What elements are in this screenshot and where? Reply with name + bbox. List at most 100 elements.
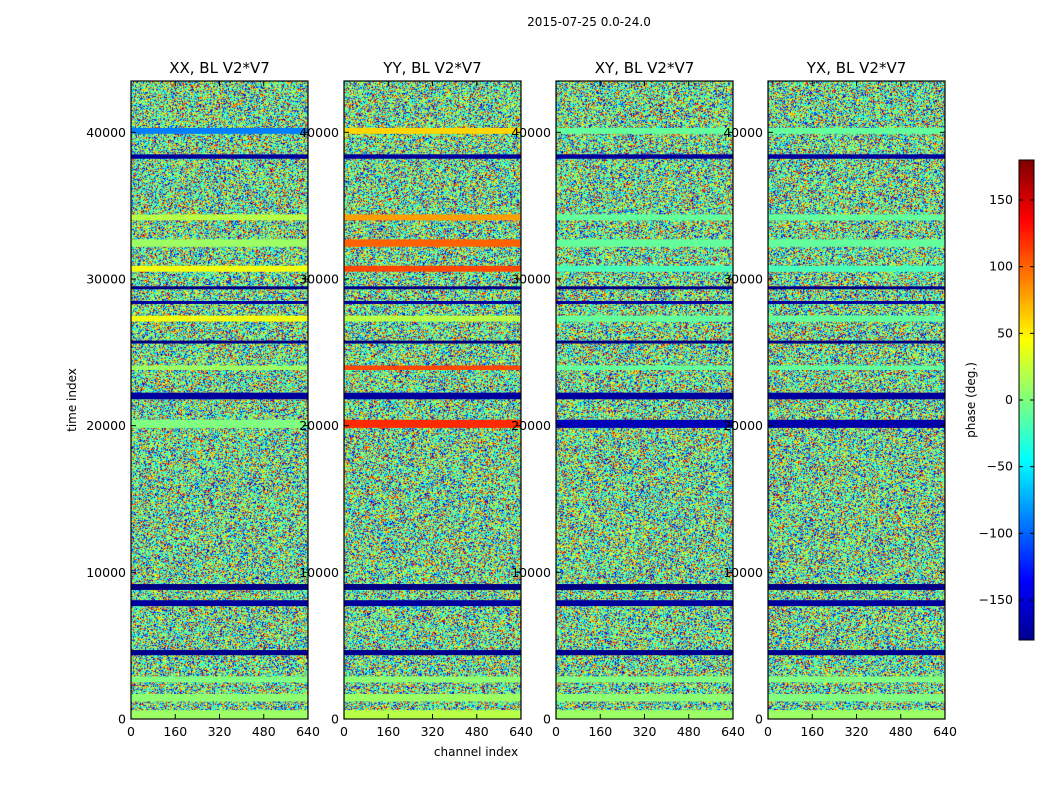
heatmap-band (344, 584, 521, 590)
heatmap-band (131, 265, 308, 272)
y-tick-label: 30000 (299, 272, 339, 287)
heatmap-band (131, 239, 308, 247)
x-axis-label: channel index (434, 745, 518, 759)
heatmap-band (768, 127, 945, 134)
heatmap-band (556, 600, 733, 607)
heatmap-band (768, 214, 945, 221)
panel-title: YX, BL V2*V7 (806, 59, 907, 77)
heatmap-band (556, 419, 733, 428)
colorbar-tick-label: 0 (1005, 392, 1013, 407)
x-tick-label: 640 (721, 724, 745, 739)
x-tick-label: 480 (252, 724, 276, 739)
heatmap-band (556, 265, 733, 272)
y-tick-label: 20000 (86, 418, 126, 433)
heatmap-band (556, 127, 733, 134)
heatmap-panel-yx: YX, BL V2*V7 0 160 320 480 640 0 10000 20000 3000… (723, 59, 957, 739)
heatmap-band (131, 315, 308, 322)
heatmap-band (556, 301, 733, 304)
y-tick-label: 20000 (511, 418, 551, 433)
heatmap-band (344, 694, 521, 702)
colorbar-tick-label: 50 (997, 325, 1013, 340)
y-tick-label: 30000 (511, 272, 551, 287)
heatmap-band (556, 392, 733, 400)
heatmap-band (131, 392, 308, 400)
y-tick-label: 30000 (86, 272, 126, 287)
heatmap-band (344, 154, 521, 159)
y-tick-label: 30000 (723, 272, 763, 287)
x-tick-label: 0 (764, 724, 772, 739)
heatmap-band (556, 214, 733, 221)
heatmap-band (131, 286, 308, 290)
colorbar-tick-label: 150 (989, 192, 1013, 207)
x-tick-label: 0 (552, 724, 560, 739)
heatmap-band (768, 392, 945, 400)
y-tick-label: 0 (331, 712, 339, 727)
heatmap-band (768, 239, 945, 247)
heatmap-noise (344, 81, 521, 719)
heatmap-noise (556, 81, 733, 719)
heatmap-band (768, 286, 945, 290)
heatmap-noise (131, 81, 308, 719)
colorbar-label: phase (deg.) (964, 362, 978, 438)
heatmap-band (131, 365, 308, 370)
heatmap-band (768, 154, 945, 159)
heatmap-band (556, 365, 733, 370)
x-tick-label: 320 (421, 724, 445, 739)
y-tick-label: 40000 (723, 125, 763, 140)
heatmap-band (344, 239, 521, 247)
heatmap-band (768, 265, 945, 272)
heatmap-band (131, 584, 308, 590)
colorbar-tick-label: −50 (987, 459, 1013, 474)
y-tick-label: 40000 (511, 125, 551, 140)
y-tick-label: 10000 (86, 565, 126, 580)
heatmap-panels: XX, BL V2*V7 0 160 320 480 640 0 10000 20000 3000… (86, 59, 957, 739)
heatmap-band (768, 315, 945, 322)
heatmap-band (556, 694, 733, 702)
x-tick-label: 160 (588, 724, 612, 739)
y-tick-label: 20000 (299, 418, 339, 433)
heatmap-panel-xx: XX, BL V2*V7 0 160 320 480 640 0 10000 20000 3000… (86, 59, 320, 739)
heatmap-band (344, 419, 521, 428)
heatmap-band (768, 676, 945, 683)
colorbar-tick-label: 100 (989, 259, 1013, 274)
heatmap-band (131, 340, 308, 344)
heatmap-band (556, 239, 733, 247)
heatmap-band (344, 600, 521, 607)
heatmap-band (344, 315, 521, 322)
y-tick-label: 10000 (723, 565, 763, 580)
heatmap-band (131, 214, 308, 221)
heatmap-band (556, 584, 733, 590)
heatmap-band (131, 419, 308, 428)
heatmap-band (344, 214, 521, 221)
heatmap-band (344, 340, 521, 344)
colorbar: phase (deg.) 150 100 50 0 −50 −100 −150 (964, 159, 1035, 641)
heatmap-band (344, 392, 521, 400)
x-tick-label: 160 (800, 724, 824, 739)
heatmap-band (344, 676, 521, 683)
heatmap-band (556, 315, 733, 322)
x-tick-label: 160 (376, 724, 400, 739)
x-tick-label: 640 (296, 724, 320, 739)
y-tick-label: 20000 (723, 418, 763, 433)
x-tick-label: 640 (933, 724, 957, 739)
x-tick-label: 320 (845, 724, 869, 739)
heatmap-band (131, 600, 308, 607)
y-tick-label: 10000 (511, 565, 551, 580)
colorbar-tick-label: −100 (979, 525, 1013, 540)
heatmap-band (768, 419, 945, 428)
x-tick-label: 480 (677, 724, 701, 739)
y-tick-label: 0 (755, 712, 763, 727)
heatmap-band (131, 676, 308, 683)
panel-title: YY, BL V2*V7 (382, 59, 481, 77)
y-axis-label: time index (65, 368, 79, 432)
heatmap-noise (768, 81, 945, 719)
heatmap-band (344, 301, 521, 304)
colorbar-tick-label: −150 (979, 592, 1013, 607)
heatmap-band (344, 265, 521, 272)
x-tick-label: 640 (509, 724, 533, 739)
y-tick-label: 0 (543, 712, 551, 727)
heatmap-band (344, 650, 521, 656)
x-tick-label: 480 (889, 724, 913, 739)
figure-title: 2015-07-25 0.0-24.0 (527, 15, 651, 29)
